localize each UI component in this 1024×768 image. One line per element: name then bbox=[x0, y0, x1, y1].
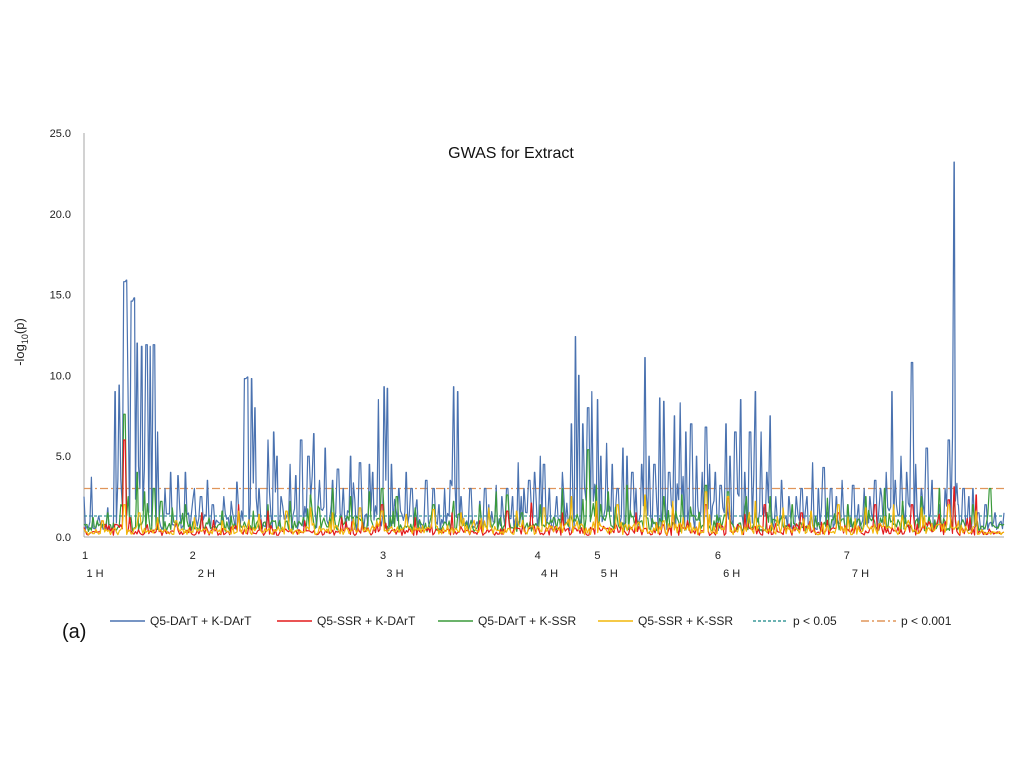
chromosome-name-labels: 1 H 2 H 3 H 4 H 5 H 6 H 7 H bbox=[86, 568, 869, 580]
chromosome-tick-label: 3 bbox=[380, 550, 386, 562]
gridless-plot-area bbox=[83, 133, 1004, 538]
chromosome-tick-label: 2 bbox=[190, 550, 196, 562]
legend-entry-label: Q5-DArT + K-DArT bbox=[150, 614, 252, 628]
chromosome-name-label: 2 H bbox=[198, 568, 215, 580]
chromosome-name-label: 7 H bbox=[852, 568, 869, 580]
y-tick-label: 15.0 bbox=[50, 290, 71, 302]
y-tick-label: 10.0 bbox=[50, 370, 71, 382]
y-axis-label: -log10(p) bbox=[12, 318, 30, 366]
legend-entry-label: Q5-SSR + K-SSR bbox=[638, 614, 733, 628]
y-tick-label: 20.0 bbox=[50, 209, 71, 221]
chromosome-name-label: 4 H bbox=[541, 568, 558, 580]
chromosome-tick-label: 6 bbox=[715, 550, 721, 562]
y-tick-labels: 0.0 5.0 10.0 15.0 20.0 25.0 bbox=[50, 128, 71, 544]
y-tick-label: 25.0 bbox=[50, 128, 71, 140]
chromosome-tick-label: 5 bbox=[594, 550, 600, 562]
y-axis-label-tail: (p) bbox=[12, 318, 27, 334]
chromosome-tick-label: 1 bbox=[82, 550, 88, 562]
chromosome-tick-label: 4 bbox=[535, 550, 541, 562]
legend-entry-label: Q5-SSR + K-DArT bbox=[317, 614, 416, 628]
y-tick-label: 5.0 bbox=[56, 451, 71, 463]
chromosome-name-label: 1 H bbox=[86, 568, 103, 580]
chromosome-tick-label: 7 bbox=[844, 550, 850, 562]
threshold-lines bbox=[84, 487, 1004, 517]
y-tick-label: 0.0 bbox=[56, 532, 71, 544]
chromosome-name-label: 5 H bbox=[601, 568, 618, 580]
legend-entry-label: p < 0.001 bbox=[901, 614, 952, 628]
panel-label: (a) bbox=[62, 621, 86, 643]
series-line bbox=[83, 491, 1005, 536]
chromosome-name-label: 3 H bbox=[386, 568, 403, 580]
y-axis-label-base: -log bbox=[12, 344, 27, 366]
series-lines bbox=[83, 161, 1005, 536]
legend: Q5-DArT + K-DArT Q5-SSR + K-DArT Q5-DArT +… bbox=[110, 614, 952, 628]
chromosome-name-label: 6 H bbox=[723, 568, 740, 580]
chart-title: GWAS for Extract bbox=[448, 145, 574, 162]
chromosome-tick-labels: 1 2 3 4 5 6 7 bbox=[82, 550, 850, 562]
y-axis-label-subscript: 10 bbox=[20, 334, 30, 344]
legend-entry-label: p < 0.05 bbox=[793, 614, 837, 628]
legend-entry-label: Q5-DArT + K-SSR bbox=[478, 614, 576, 628]
series-line bbox=[83, 161, 1005, 532]
